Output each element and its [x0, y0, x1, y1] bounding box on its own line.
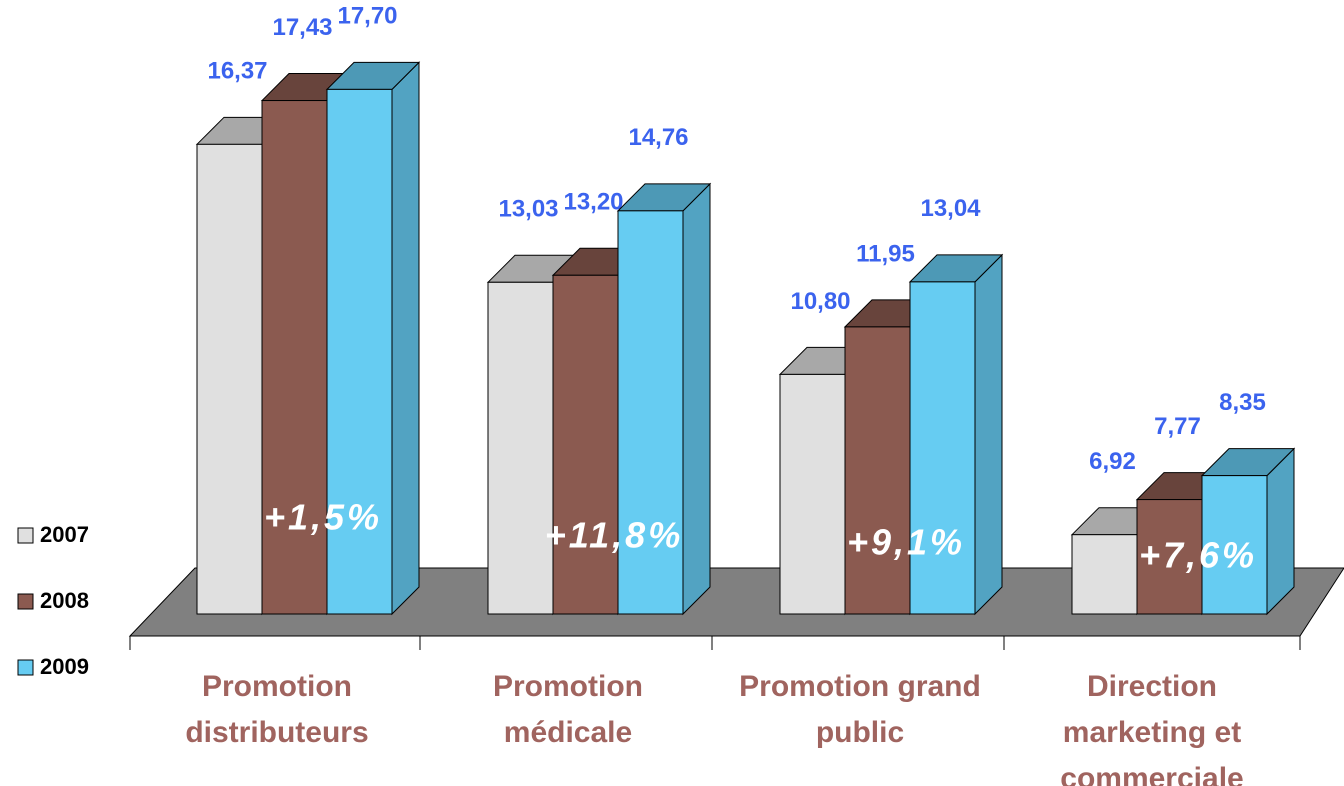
- value-label: 17,43: [272, 14, 332, 41]
- value-label: 11,95: [856, 240, 915, 267]
- bar-side: [974, 253, 1003, 616]
- value-label: 8,35: [1219, 389, 1266, 416]
- value-label: 14,76: [628, 124, 688, 151]
- bar-side: [1266, 447, 1295, 616]
- bar: [487, 281, 554, 615]
- legend-label: 2007: [40, 522, 89, 547]
- value-label: 17,70: [337, 3, 397, 30]
- legend-label: 2008: [40, 588, 89, 613]
- annotation: +9,1%: [847, 522, 965, 563]
- bar-side: [391, 61, 420, 616]
- bar: [844, 326, 911, 615]
- value-label: 6,92: [1089, 448, 1136, 475]
- bar: [261, 100, 328, 615]
- legend-label: 2009: [40, 654, 89, 679]
- annotation: +7,6%: [1139, 535, 1257, 576]
- bar-side: [682, 182, 711, 616]
- legend-swatch: [17, 527, 34, 544]
- bar: [196, 143, 263, 615]
- value-label: 10,80: [790, 288, 850, 315]
- bar: [1201, 475, 1268, 615]
- x-tick-label: Promotion distributeurs: [185, 670, 369, 749]
- bar: [326, 88, 393, 615]
- legend-swatch: [17, 593, 34, 610]
- legend-swatch: [17, 659, 34, 676]
- x-tick-label: Promotion médicale: [493, 670, 643, 749]
- bar: [779, 373, 846, 615]
- value-label: 7,77: [1154, 413, 1201, 440]
- bar: [552, 274, 619, 615]
- annotation: +1,5%: [264, 497, 382, 538]
- value-label: 13,04: [920, 195, 981, 222]
- x-tick-label: Promotion grand public: [739, 670, 981, 749]
- value-label: 16,37: [207, 58, 267, 85]
- bar: [1136, 499, 1203, 615]
- annotation: +11,8%: [545, 515, 683, 556]
- value-label: 13,03: [498, 196, 558, 223]
- bar: [1071, 534, 1138, 615]
- bar: [909, 281, 976, 615]
- bar: [617, 210, 684, 615]
- x-tick-label: Direction marketing et commerciale: [1060, 670, 1244, 786]
- value-label: 13,20: [563, 189, 623, 216]
